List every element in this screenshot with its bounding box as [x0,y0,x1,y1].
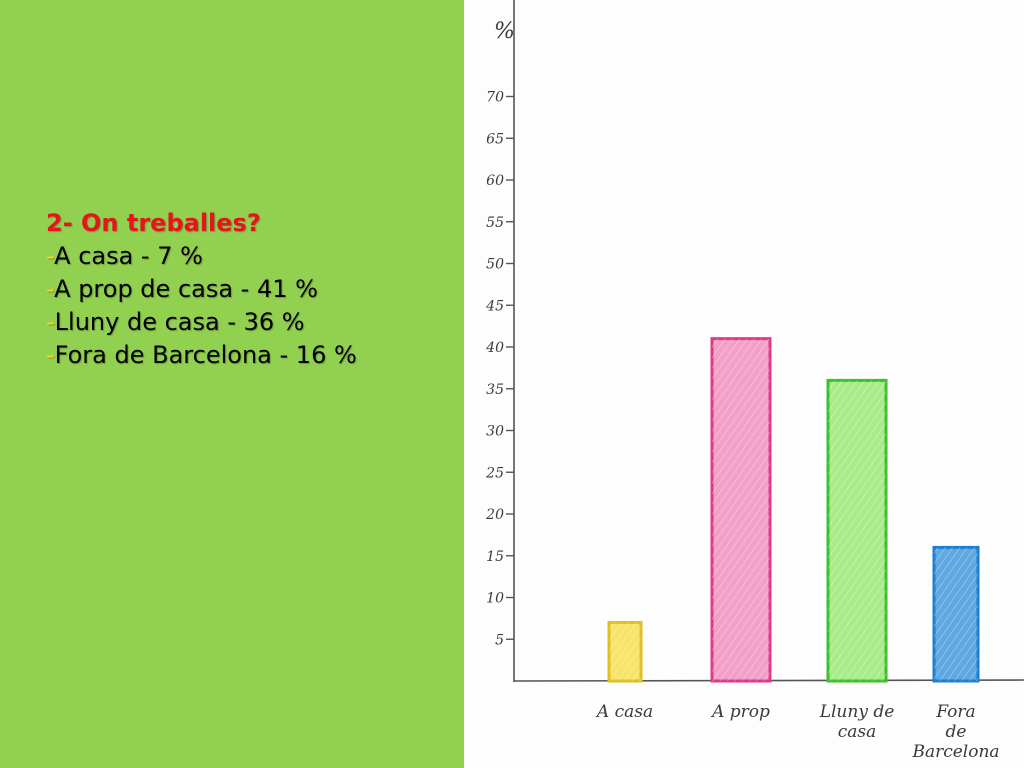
answer-item: -Lluny de casa - 36 % [46,306,456,339]
y-tick-label: 5 [495,632,504,648]
answer-item: -A prop de casa - 41 % [46,273,456,306]
y-tick-label: 15 [486,549,504,565]
left-panel: 2- On treballes? -A casa - 7 % -A prop d… [0,0,464,768]
answer-text: A prop de casa - 41 % [54,275,318,303]
x-tick-label-line: Barcelona [911,742,999,762]
x-tick-label: Lluny de casa [819,702,895,742]
answer-text: Fora de Barcelona - 16 % [54,341,357,369]
y-tick-label: 10 [486,591,504,607]
slide-text: 2- On treballes? -A casa - 7 % -A prop d… [46,206,456,372]
x-tick-label-line: Fora [935,702,975,722]
y-tick-label: 30 [486,424,504,440]
answer-list: -A casa - 7 % -A prop de casa - 41 % -Ll… [46,240,456,372]
bar-texture [934,547,978,681]
y-tick-label: 50 [486,257,504,273]
question-heading: 2- On treballes? [46,209,261,237]
bar-texture [609,622,641,681]
y-tick-label: 55 [486,215,504,231]
y-tick-label: 45 [485,298,504,314]
x-tick-label-line: A prop [710,702,770,722]
chart-panel: % 5 10 15 20 25 30 35 40 45 50 55 60 65 70 A casa A pr… [464,0,1024,768]
bar-texture [828,380,886,681]
answer-text: A casa - 7 % [54,242,203,270]
y-tick-label: 25 [485,465,504,481]
answer-item: -Fora de Barcelona - 16 % [46,339,456,372]
y-tick-label: 35 [486,382,504,398]
x-tick-label-line: casa [838,722,877,742]
y-tick-label: 65 [486,131,504,147]
x-tick-label: A prop [710,702,770,722]
y-tick-label: 20 [485,507,504,523]
bar-chart: % 5 10 15 20 25 30 35 40 45 50 55 60 65 70 A casa A pr… [485,0,1024,762]
x-tick-label-line: de [946,722,967,742]
answer-item: -A casa - 7 % [46,240,456,273]
bars [607,337,980,683]
answer-dash: - [46,341,55,369]
y-axis-label: % [494,19,515,44]
x-tick-label: A casa [595,702,653,722]
y-tick-label: 60 [486,173,504,189]
x-tick-label: Fora de Barcelona [911,702,999,762]
answer-text: Lluny de casa - 36 % [54,308,305,336]
bar-texture [712,338,770,681]
y-tick-label: 40 [485,340,504,356]
y-tick-label: 70 [486,90,504,106]
x-tick-label-line: Lluny de [819,702,895,722]
answer-dash: - [46,242,55,270]
answer-dash: - [46,275,55,303]
x-tick-label-line: A casa [595,702,653,722]
answer-dash: - [46,308,55,336]
x-tick-labels: A casa A prop Lluny de casa Fora de Barcelona [595,702,1000,762]
y-ticks: 5 10 15 20 25 30 35 40 45 50 55 60 65 70 [485,90,514,648]
